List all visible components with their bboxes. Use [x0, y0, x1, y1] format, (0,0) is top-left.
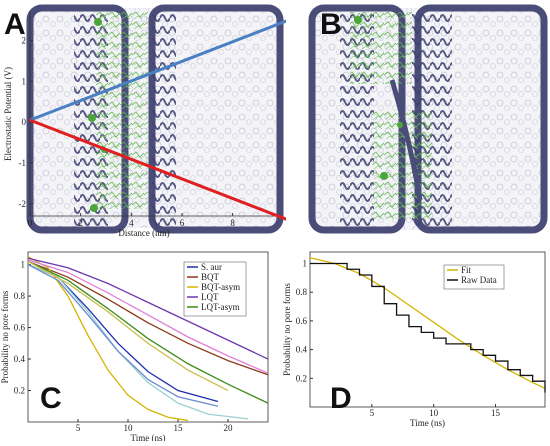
y-tick-label: 1 — [303, 258, 308, 268]
legend-label: BQT-asym — [201, 282, 240, 292]
x-axis-label: Distance (nm) — [118, 228, 169, 238]
y-tick-label: 0.6 — [296, 316, 308, 326]
panel-label-b: B — [320, 8, 342, 41]
membrane-simulation-image-a — [26, 4, 284, 234]
series-line-2 — [27, 260, 269, 376]
x-tick-label: 15 — [174, 423, 184, 433]
y-tick-label: 1 — [22, 76, 27, 86]
panel-label-a: A — [4, 8, 26, 41]
legend-label: S. aur — [201, 262, 222, 272]
x-tick-label: 20 — [224, 423, 234, 433]
x-tick-label: 10 — [429, 408, 439, 418]
panel-c: 5 10 15 20 0.2 0.4 0.6 0.8 1 Time (ns) Probability… — [0, 244, 280, 443]
y-tick-label: 0.2 — [296, 373, 307, 383]
series-line-8 — [27, 264, 219, 407]
y-tick-label: 0.8 — [296, 287, 308, 297]
y-tick-label: 1 — [21, 260, 26, 270]
x-tick-label: 2 — [78, 218, 83, 228]
plot-frame — [27, 251, 269, 423]
series-line-4 — [27, 257, 269, 360]
potential-line-2 — [29, 118, 289, 222]
x-axis-label: Time (ns) — [131, 433, 166, 441]
y-tick-label: 0.2 — [14, 386, 25, 396]
series-line-1 — [309, 257, 546, 389]
membrane-simulation-image-b — [308, 4, 548, 234]
legend-label: BQT — [201, 272, 220, 282]
series-line-3 — [27, 256, 189, 422]
series-line-5 — [27, 260, 269, 404]
panel-c-chart: 5 10 15 20 0.2 0.4 0.6 0.8 1 Time (ns) Probability… — [0, 251, 269, 443]
legend-box — [443, 264, 505, 290]
legend-label: LQT — [201, 292, 219, 302]
y-tick-label: 0.4 — [296, 345, 308, 355]
x-tick-label: 4 — [129, 218, 134, 228]
x-tick-label: 5 — [370, 408, 375, 418]
series-line-2 — [310, 262, 546, 393]
series-line-7 — [27, 263, 249, 420]
panel-a-figure: 0 2 4 6 8 -2 -1 0 1 2 Distance (nm) Electrostatic P… — [3, 4, 289, 238]
x-tick-label: 5 — [76, 423, 81, 433]
panel-d-chart: 5 10 15 0.2 0.4 0.6 0.8 1 Time (ns) Probability n… — [282, 251, 546, 428]
panel-d: 5 10 15 0.2 0.4 0.6 0.8 1 Time (ns) Probability n… — [280, 244, 550, 441]
y-tick-label: 0.6 — [14, 323, 26, 333]
panel-a: 0 2 4 6 8 -2 -1 0 1 2 Distance (nm) Electrostatic P… — [0, 0, 289, 240]
x-tick-label: 6 — [180, 218, 185, 228]
panel-label-c: C — [40, 382, 62, 415]
potential-line-1 — [29, 18, 289, 122]
y-axis-label: Probability no pore forms — [0, 290, 10, 383]
y-tick-label: -1 — [19, 158, 27, 168]
y-axis-label: Probability no pore forms — [282, 283, 292, 376]
legend-label: Raw Data — [461, 275, 497, 285]
series-line-6 — [27, 259, 269, 374]
y-tick-label: 2 — [22, 36, 27, 46]
panel-b: B — [300, 0, 550, 240]
legend-label: Fit — [461, 265, 472, 275]
series-line-9 — [27, 260, 229, 392]
y-tick-label: 0 — [22, 117, 27, 127]
panel-label-d: D — [330, 382, 352, 415]
y-tick-label: -2 — [19, 199, 27, 209]
y-axis-label: Electrostatic Potential (V) — [3, 67, 13, 161]
x-axis-label: Time (ns) — [410, 418, 445, 428]
x-tick-label: 0 — [28, 218, 33, 228]
x-tick-label: 10 — [124, 423, 134, 433]
plot-frame — [309, 251, 546, 408]
x-tick-label: 15 — [491, 408, 501, 418]
y-tick-label: 0.8 — [14, 291, 26, 301]
legend-label: LQT-asym — [201, 302, 240, 312]
y-tick-label: 0.4 — [14, 354, 26, 364]
x-tick-label: 8 — [230, 218, 235, 228]
panel-a-axes: 0 2 4 6 8 -2 -1 0 1 2 Distance (nm) Electrostatic P… — [3, 12, 289, 238]
